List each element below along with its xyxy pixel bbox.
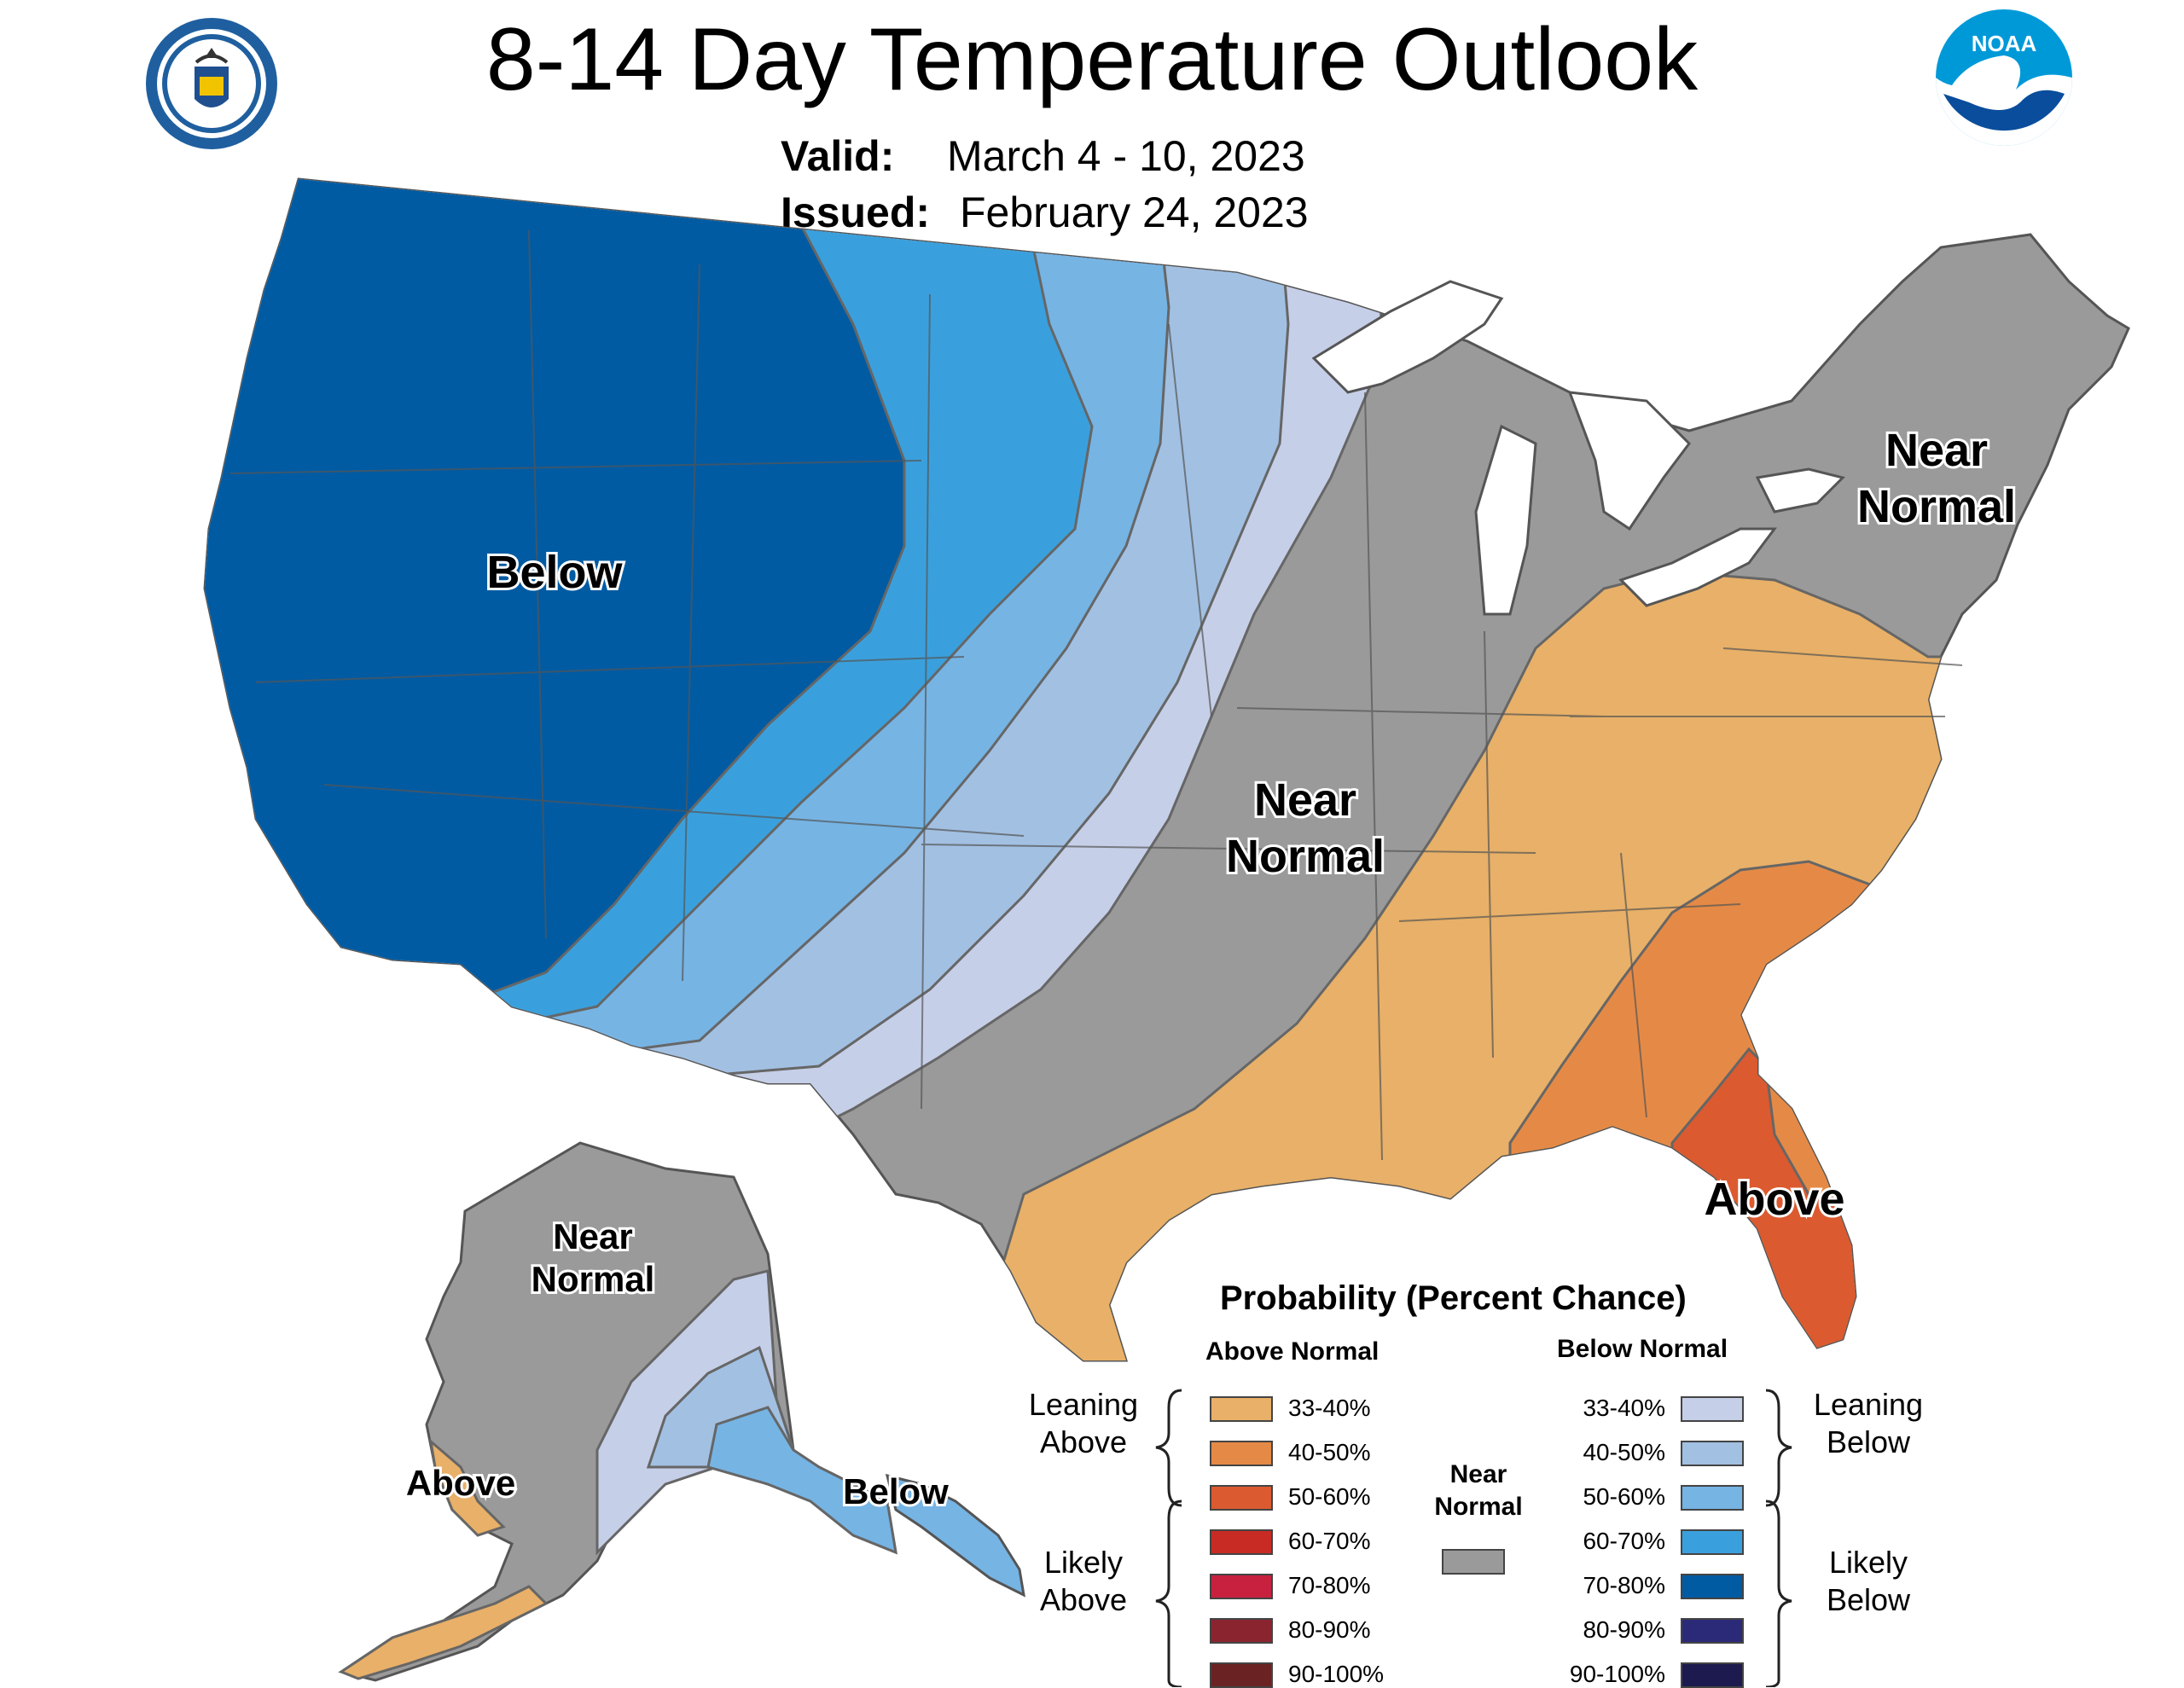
legend-above-range: 33-40%	[1288, 1395, 1371, 1421]
legend-leaning-below: Leaning Below	[1792, 1386, 1945, 1461]
legend-likely-below-line1: Likely	[1828, 1545, 1908, 1580]
legend-below-header: Below Normal	[1557, 1335, 1728, 1363]
legend-below-range: 80-90%	[1583, 1616, 1665, 1643]
label-northeast-line2: Normal	[1855, 479, 2018, 535]
state-boundaries	[229, 229, 1963, 1161]
valid-value: March 4 - 10, 2023	[947, 132, 1305, 180]
label-alaska-near-normal: Near Normal	[503, 1214, 682, 1302]
legend-likely-above-line2: Above	[1039, 1582, 1128, 1617]
issued-label: Issued:	[781, 189, 931, 236]
legend-below-swatch	[1681, 1662, 1744, 1688]
alaska-above-33-40	[338, 1438, 549, 1680]
issued-value: February 24, 2023	[960, 189, 1309, 236]
legend-above-range: 70-80%	[1288, 1572, 1371, 1598]
legend-below-range: 33-40%	[1583, 1395, 1665, 1421]
legend-above-range: 90-100%	[1288, 1661, 1385, 1687]
legend-likely-below: Likely Below	[1792, 1544, 1945, 1619]
alaska-panhandle	[885, 1473, 1025, 1598]
legend-above-swatch	[1210, 1574, 1273, 1599]
legend-above-swatch	[1210, 1485, 1273, 1511]
department-of-commerce-seal-icon	[146, 18, 277, 149]
label-central-near-normal: Near Normal	[1194, 772, 1416, 885]
legend-near-line1: Near	[1449, 1460, 1507, 1488]
map-title: 8-14 Day Temperature Outlook	[485, 10, 1699, 109]
label-northeast-line1: Near	[1883, 422, 1990, 479]
legend-below-range: 40-50%	[1583, 1439, 1665, 1465]
legend-below-range: 60-70%	[1583, 1528, 1665, 1554]
label-alaska-above: Above	[404, 1460, 518, 1505]
legend-below-range: 70-80%	[1583, 1572, 1665, 1598]
legend-likely-above-line1: Likely	[1043, 1545, 1124, 1580]
legend-below-swatch	[1681, 1441, 1744, 1466]
label-central-line2: Normal	[1223, 828, 1387, 885]
great-lakes	[1311, 280, 1845, 616]
legend-above-range: 60-70%	[1288, 1528, 1371, 1554]
legend-above-header: Above Normal	[1205, 1337, 1380, 1366]
legend-below-range: 50-60%	[1583, 1483, 1665, 1510]
label-northeast-near-normal: Near Normal	[1834, 422, 2039, 535]
legend-above-range: 40-50%	[1288, 1439, 1371, 1465]
legend-below-swatch	[1681, 1618, 1744, 1644]
legend-near-normal-swatch	[1442, 1549, 1505, 1575]
legend-leaning-below-line1: Leaning	[1813, 1387, 1924, 1422]
legend-below-swatch	[1681, 1396, 1744, 1422]
label-central-line1: Near	[1252, 772, 1359, 828]
legend-above-range: 80-90%	[1288, 1616, 1371, 1643]
valid-label: Valid:	[781, 132, 895, 180]
legend-below-swatch	[1681, 1529, 1744, 1555]
legend-above-swatch	[1210, 1396, 1273, 1422]
legend-above-range: 50-60%	[1288, 1483, 1371, 1510]
legend-above-swatch	[1210, 1529, 1273, 1555]
legend-above-swatch	[1210, 1662, 1273, 1688]
label-alaska-line2: Normal	[529, 1256, 658, 1302]
alaska-below-50-60	[706, 1406, 897, 1555]
legend-above-swatch	[1210, 1441, 1273, 1466]
legend-leaning-above: Leaning Above	[1007, 1386, 1160, 1461]
legend-near-line2: Normal	[1434, 1493, 1523, 1521]
label-alaska-line1: Near	[550, 1214, 635, 1259]
legend-below-range: 90-100%	[1569, 1661, 1665, 1687]
legend-title: Probability (Percent Chance)	[1220, 1279, 1687, 1317]
legend-likely-above: Likely Above	[1007, 1544, 1160, 1619]
alaska	[338, 1141, 1025, 1682]
noaa-logo-icon: NOAA	[1936, 9, 2072, 146]
validity-info: Valid: March 4 - 10, 2023 Issued: February…	[781, 128, 1309, 241]
legend-leaning-above-line1: Leaning	[1028, 1387, 1139, 1422]
legend-below-swatch	[1681, 1485, 1744, 1511]
legend-leaning-below-line2: Below	[1826, 1424, 1911, 1459]
label-west-below: Below	[484, 544, 624, 600]
label-alaska-below: Below	[840, 1469, 951, 1514]
legend-likely-below-line2: Below	[1826, 1582, 1911, 1617]
noaa-text: NOAA	[1972, 31, 2037, 56]
legend-below-swatch	[1681, 1574, 1744, 1599]
legend-leaning-above-line2: Above	[1039, 1424, 1128, 1459]
legend-above-swatch	[1210, 1618, 1273, 1644]
legend-near-normal-label: Near Normal	[1423, 1459, 1534, 1523]
label-southeast-above: Above	[1701, 1171, 1847, 1227]
